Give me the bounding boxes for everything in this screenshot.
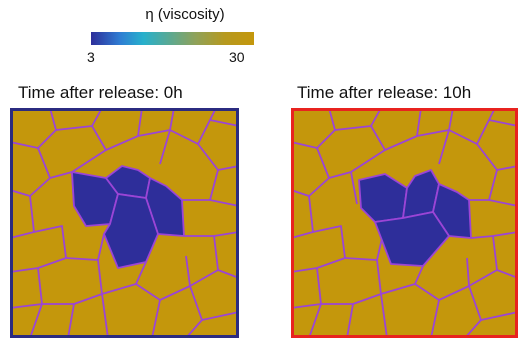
- tissue-panel-0h: [10, 108, 239, 338]
- tissue-panel-10h: [291, 108, 518, 338]
- colorbar-min-label: 3: [87, 49, 95, 65]
- colorbar-gradient: [91, 32, 254, 45]
- panel-title-0h: Time after release: 0h: [18, 83, 183, 102]
- tissue-edges: [291, 108, 518, 338]
- panel-title-10h: Time after release: 10h: [297, 83, 472, 102]
- panel-frame: [291, 108, 518, 338]
- colorbar-max-label: 30: [229, 49, 245, 65]
- low-viscosity-cells: [358, 169, 472, 267]
- low-viscosity-cells: [71, 165, 185, 269]
- colorbar-title: η (viscosity): [145, 6, 225, 23]
- panel-frame: [10, 108, 239, 338]
